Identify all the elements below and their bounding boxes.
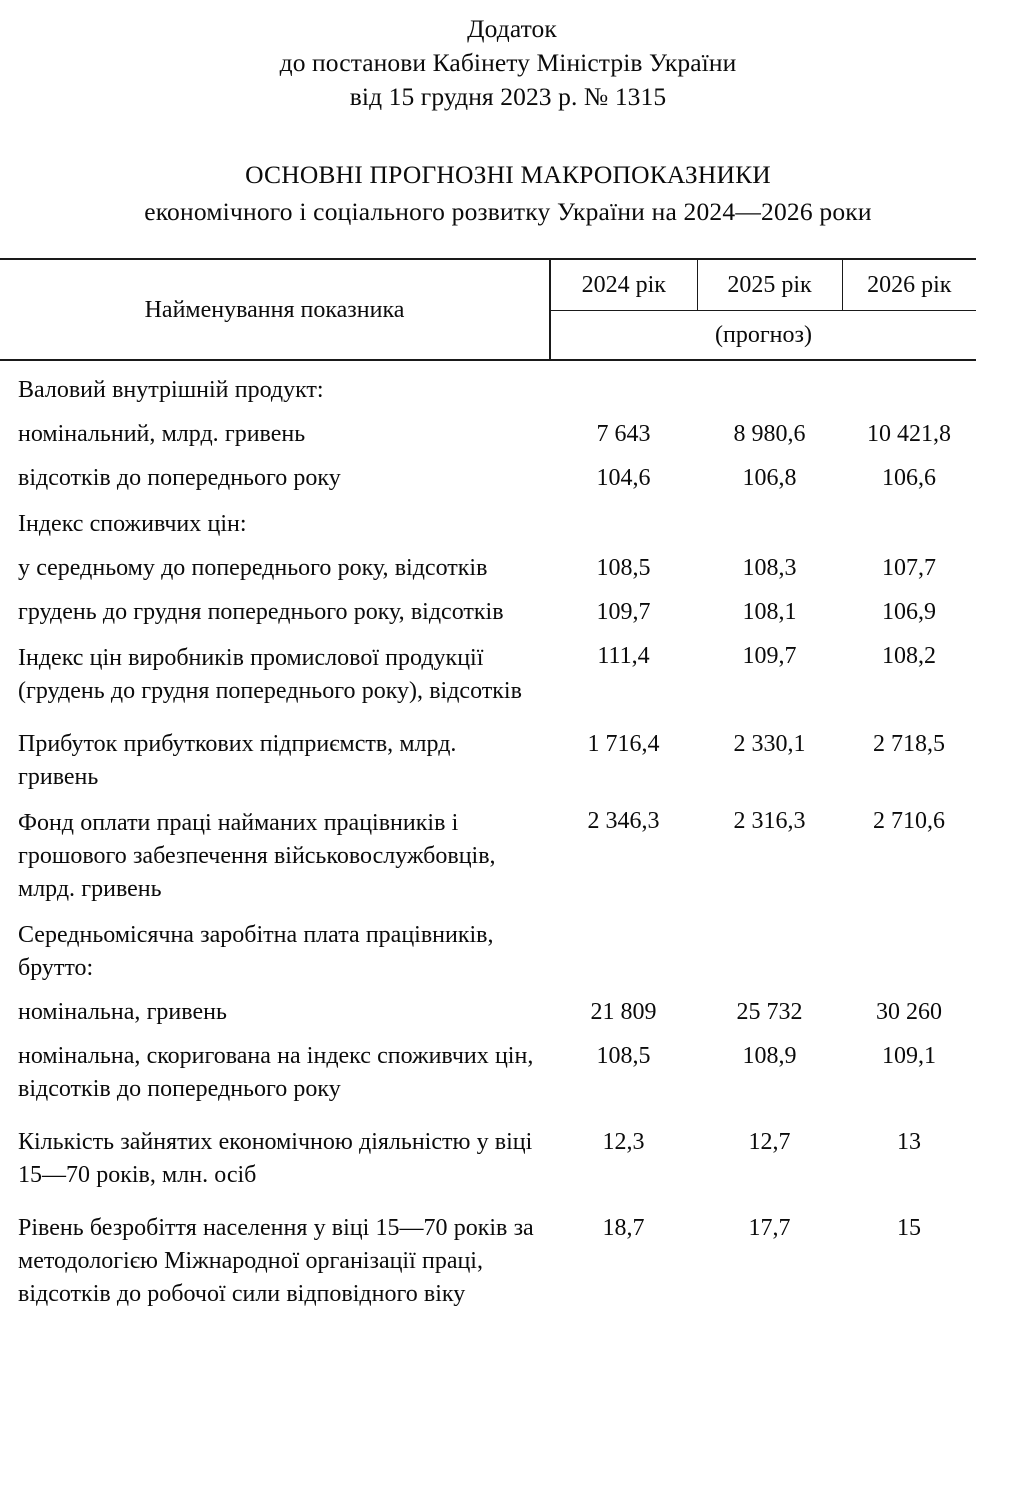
value-2024: 18,7 xyxy=(602,1215,645,1241)
column-header-year-2025: 2025 рік xyxy=(697,258,843,311)
value-2024: 7 643 xyxy=(596,421,651,447)
indicator-label: номінальний, млрд. гривень xyxy=(18,421,306,447)
table-row: Валовий внутрішній продукт: xyxy=(0,360,976,407)
value-2025: 106,8 xyxy=(742,465,797,491)
value-2025: 108,1 xyxy=(742,599,797,625)
value-2026: 13 xyxy=(897,1129,921,1155)
value-2025 xyxy=(697,495,842,541)
indicator-label: Рівень безробіття населення у віці 15—70… xyxy=(18,1215,534,1307)
indicator-label: Прибуток прибуткових підприємств, млрд. … xyxy=(18,731,457,790)
table-header-row-forecast: (прогноз) xyxy=(0,310,976,361)
value-2024: 109,7 xyxy=(596,599,651,625)
value-2026: 10 421,8 xyxy=(867,421,951,447)
table-header-row-years: Найменування показника 2024 рік 2025 рік… xyxy=(0,258,976,361)
indicator-label: відсотків до попереднього року xyxy=(18,465,341,491)
value-2025: 25 732 xyxy=(736,999,803,1025)
document-reference-block: Додаток до постанови Кабінету Міністрів … xyxy=(0,0,1016,114)
table-row: Індекс цін виробників промислової продук… xyxy=(0,629,976,708)
value-2026 xyxy=(842,360,976,407)
value-2025: 109,7 xyxy=(742,643,797,669)
table-row: Прибуток прибуткових підприємств, млрд. … xyxy=(0,708,976,794)
appendix-label: Додаток xyxy=(467,14,557,43)
value-2026 xyxy=(842,906,976,985)
value-2024: 1 716,4 xyxy=(587,731,660,757)
resolution-authority: до постанови Кабінету Міністрів України xyxy=(279,48,737,77)
value-2025: 2 316,3 xyxy=(733,808,806,834)
value-2025: 2 330,1 xyxy=(733,731,806,757)
indicator-label: Індекс споживчих цін: xyxy=(18,511,247,537)
macro-indicators-table-wrapper: Найменування показника 2024 рік 2025 рік… xyxy=(0,258,976,1311)
indicator-label: Кількість зайнятих економічною діяльніст… xyxy=(18,1129,533,1188)
value-2025: 17,7 xyxy=(748,1215,791,1241)
table-body: Валовий внутрішній продукт: номінальний, … xyxy=(0,360,976,1311)
value-2026: 30 260 xyxy=(876,999,942,1025)
value-2024: 111,4 xyxy=(597,643,650,669)
table-row: Індекс споживчих цін: xyxy=(0,495,976,541)
table-header: Найменування показника 2024 рік 2025 рік… xyxy=(0,258,976,361)
table-row: номінальна, гривень 21 809 25 732 30 260 xyxy=(0,985,976,1029)
value-2026: 108,2 xyxy=(882,643,936,669)
table-row: Фонд оплати праці найманих працівників і… xyxy=(0,794,976,906)
indicator-label: Фонд оплати праці найманих працівників і… xyxy=(18,810,496,902)
value-2024: 108,5 xyxy=(596,555,651,581)
value-2024: 12,3 xyxy=(602,1129,645,1155)
indicator-label: Середньомісячна заробітна плата працівни… xyxy=(18,922,494,981)
value-2026: 106,9 xyxy=(882,599,936,625)
resolution-date-number: від 15 грудня 2023 р. № 1315 xyxy=(349,82,667,111)
value-2026 xyxy=(842,495,976,541)
page-title: ОСНОВНІ ПРОГНОЗНІ МАКРОПОКАЗНИКИ економі… xyxy=(0,156,1016,230)
value-2024 xyxy=(550,495,697,541)
macro-indicators-table: Найменування показника 2024 рік 2025 рік… xyxy=(0,258,976,1311)
value-2026: 107,7 xyxy=(882,555,936,581)
column-header-indicator-name: Найменування показника xyxy=(0,258,551,361)
value-2024 xyxy=(550,906,697,985)
value-2025: 8 980,6 xyxy=(733,421,806,447)
value-2025: 108,9 xyxy=(742,1043,797,1069)
value-2024: 21 809 xyxy=(590,999,657,1025)
value-2026: 109,1 xyxy=(882,1043,936,1069)
table-row: номінальна, скоригована на індекс спожив… xyxy=(0,1029,976,1106)
table-row: у середньому до попереднього року, відсо… xyxy=(0,541,976,585)
value-2025: 12,7 xyxy=(748,1129,791,1155)
table-row: грудень до грудня попереднього року, від… xyxy=(0,585,976,629)
value-2024: 108,5 xyxy=(596,1043,651,1069)
title-subtitle: економічного і соціального розвитку Укра… xyxy=(144,197,872,226)
value-2026: 15 xyxy=(897,1215,921,1241)
indicator-label: Валовий внутрішній продукт: xyxy=(18,377,324,403)
table-row: номінальний, млрд. гривень 7 643 8 980,6 10… xyxy=(0,407,976,451)
value-2026: 2 710,6 xyxy=(873,808,945,834)
value-2026: 106,6 xyxy=(882,465,936,491)
column-header-year-2026: 2026 рік xyxy=(842,258,976,311)
indicator-label: номінальна, скоригована на індекс спожив… xyxy=(18,1043,534,1102)
value-2024: 104,6 xyxy=(596,465,651,491)
indicator-label: грудень до грудня попереднього року, від… xyxy=(18,599,504,625)
table-row: Середньомісячна заробітна плата працівни… xyxy=(0,906,976,985)
column-header-year-2024: 2024 рік xyxy=(550,258,698,311)
table-row: відсотків до попереднього року 104,6 106,8… xyxy=(0,451,976,495)
indicator-label: номінальна, гривень xyxy=(18,999,227,1025)
column-header-forecast: (прогноз) xyxy=(550,310,976,361)
value-2025 xyxy=(697,906,842,985)
value-2025: 108,3 xyxy=(742,555,797,581)
table-row: Кількість зайнятих економічною діяльніст… xyxy=(0,1106,976,1192)
table-row: Рівень безробіття населення у віці 15—70… xyxy=(0,1192,976,1311)
value-2026: 2 718,5 xyxy=(873,731,945,757)
value-2024: 2 346,3 xyxy=(587,808,660,834)
value-2024 xyxy=(550,360,697,407)
value-2025 xyxy=(697,360,842,407)
title-main: ОСНОВНІ ПРОГНОЗНІ МАКРОПОКАЗНИКИ xyxy=(245,160,771,189)
indicator-label: у середньому до попереднього року, відсо… xyxy=(18,555,488,581)
indicator-label: Індекс цін виробників промислової продук… xyxy=(18,645,522,704)
